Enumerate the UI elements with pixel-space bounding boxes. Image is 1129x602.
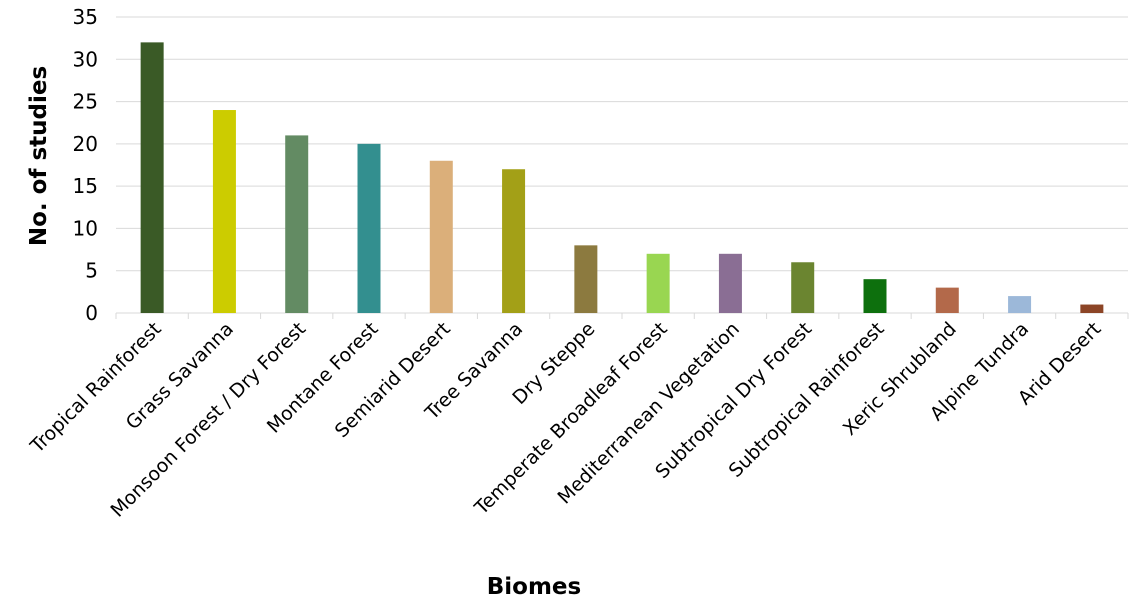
bar (285, 135, 309, 313)
bar (140, 42, 164, 313)
bars (140, 42, 1104, 314)
bar (574, 245, 598, 313)
x-axis-title: Biomes (487, 574, 581, 600)
y-tick-label: 10 (73, 216, 98, 240)
y-tick-label: 5 (85, 259, 98, 283)
y-tick-label: 25 (73, 90, 98, 114)
y-tick-label: 35 (73, 5, 98, 29)
y-tick-label: 15 (73, 174, 98, 198)
y-tick-label: 20 (73, 132, 98, 156)
bar (791, 262, 815, 313)
bar (646, 253, 670, 313)
bar (1008, 296, 1032, 313)
gridlines (115, 16, 1129, 319)
y-tick-label: 0 (85, 301, 98, 325)
bar (502, 169, 526, 313)
bar (357, 143, 381, 313)
y-tick-label: 30 (73, 47, 98, 71)
bar (429, 160, 453, 313)
y-axis-title: No. of studies (26, 66, 52, 246)
bar (212, 110, 236, 314)
bar (718, 253, 742, 313)
bar (863, 279, 887, 313)
x-tick-label: Tropical Rainforest (26, 318, 166, 458)
bar (935, 287, 959, 313)
bar (1080, 304, 1104, 313)
y-axis-ticks: 0 5 10 15 20 25 30 35 (73, 5, 98, 325)
